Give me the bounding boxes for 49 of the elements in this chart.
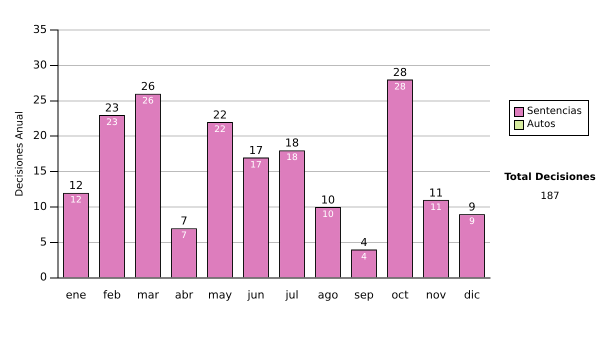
- total-label: 18: [285, 136, 299, 150]
- x-tick-label: abr: [174, 288, 194, 302]
- total-label: 4: [360, 236, 368, 249]
- total-label: 12: [68, 179, 83, 192]
- data-label: 10: [322, 210, 334, 220]
- total-label: 7: [180, 214, 188, 228]
- data-label: 9: [469, 216, 476, 227]
- legend-label: Autos: [527, 118, 556, 131]
- y-tick-label: 0: [40, 270, 47, 284]
- data-label: 18: [286, 153, 298, 164]
- y-tick-label: 20: [32, 129, 47, 142]
- y-tick-label: 25: [32, 94, 47, 107]
- data-label: 17: [250, 160, 262, 170]
- x-tick-label: feb: [103, 288, 121, 302]
- x-tick-label: ene: [66, 288, 86, 302]
- x-tick-label: may: [208, 288, 232, 302]
- data-label: 22: [214, 124, 226, 135]
- data-label: 7: [181, 231, 187, 242]
- y-tick-label: 5: [40, 235, 47, 248]
- x-tick-label: mar: [137, 288, 160, 302]
- total-label: 28: [393, 66, 407, 79]
- x-tick-label: nov: [426, 288, 447, 302]
- total-label: 22: [213, 108, 227, 122]
- data-label: 26: [142, 96, 154, 107]
- y-tick-label: 15: [32, 164, 47, 178]
- total-label: 17: [249, 144, 263, 157]
- total-label: 10: [321, 193, 335, 206]
- y-tick-label: 35: [32, 22, 47, 36]
- data-label: 12: [70, 196, 82, 206]
- total-label: 9: [468, 200, 476, 214]
- y-axis-title: Decisiones Anual: [14, 111, 26, 197]
- data-label: 4: [361, 252, 368, 262]
- legend-label: Sentencias: [527, 105, 582, 118]
- x-tick-label: jun: [246, 288, 265, 302]
- data-label: 23: [106, 118, 118, 128]
- data-label: 28: [394, 82, 406, 92]
- text: Total Decisiones: [503, 172, 597, 183]
- x-tick-label: jul: [284, 288, 299, 302]
- data-label: 11: [430, 202, 442, 213]
- y-tick-label: 10: [32, 200, 47, 213]
- total-label: 11: [429, 186, 443, 200]
- text: 187: [539, 191, 561, 202]
- total-label: 26: [141, 80, 155, 94]
- total-label: 23: [104, 101, 119, 114]
- x-tick-label: ago: [318, 288, 338, 302]
- x-tick-label: dic: [464, 288, 480, 302]
- x-tick-label: oct: [391, 288, 410, 302]
- y-tick-label: 30: [32, 58, 47, 72]
- x-tick-label: sep: [354, 288, 374, 302]
